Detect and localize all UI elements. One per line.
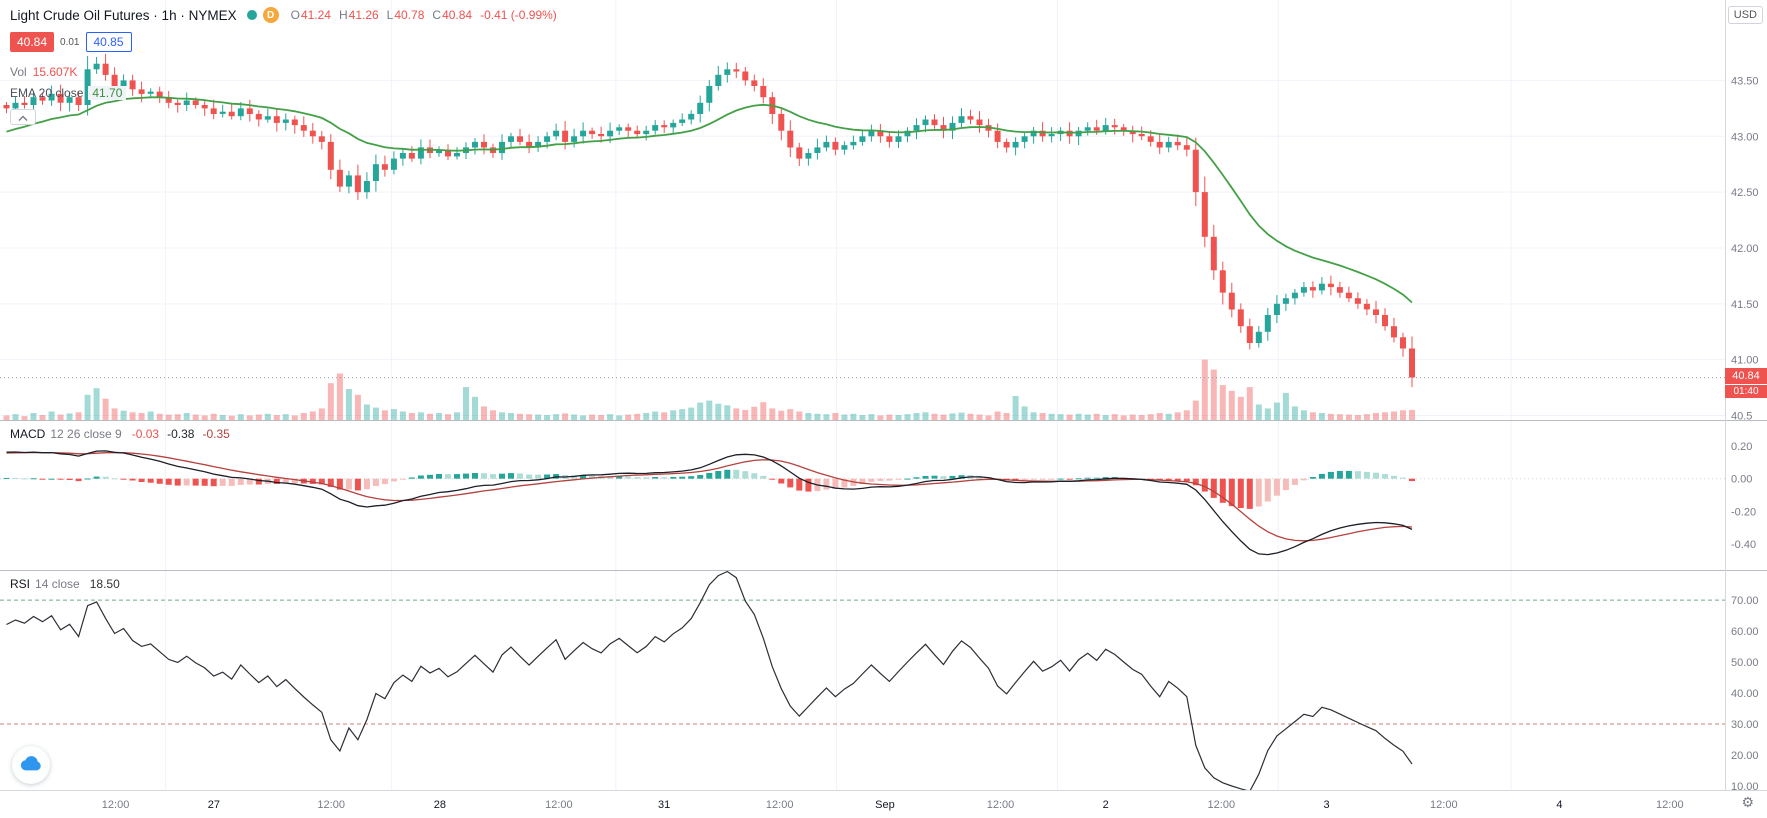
ema-line (6, 96, 1413, 304)
rsi-params: 14 close (35, 577, 80, 591)
rsi-pane[interactable] (0, 570, 1725, 790)
time-tick-label: 12:00 (766, 799, 794, 811)
current-price-label: 40.84 (1725, 368, 1767, 384)
time-tick-label: 12:00 (1430, 799, 1458, 811)
macd-tick-label: -0.40 (1731, 539, 1756, 551)
bar-countdown: 01:40 (1725, 385, 1767, 398)
time-tick-label: 2 (1103, 799, 1109, 811)
open-value: 41.24 (300, 8, 331, 22)
current-price-badge: 40.84 01:40 (1725, 368, 1767, 398)
price-tick-label: 41.00 (1731, 355, 1759, 367)
macd-tick-label: 0.00 (1731, 474, 1752, 486)
rsi-tick-label: 20.00 (1731, 750, 1759, 762)
low-value: 40.78 (394, 8, 425, 22)
macd-legend[interactable]: MACD 12 26 close 9 -0.03 -0.38 -0.35 (10, 427, 230, 441)
ema-label: EMA 20 close (10, 86, 84, 100)
macd-hist-value: -0.03 (131, 427, 160, 441)
delayed-data-badge: D (262, 7, 279, 23)
currency-button[interactable]: USD (1727, 6, 1763, 24)
price-tick-label: 43.00 (1731, 131, 1759, 143)
macd-line (6, 450, 1413, 556)
spread-value: 0.01 (60, 36, 80, 48)
time-tick-label: 12:00 (987, 799, 1015, 811)
rsi-tick-label: 70.00 (1731, 595, 1759, 607)
rsi-value: 18.50 (89, 577, 120, 591)
main-legend: Light Crude Oil Futures · 1h · NYMEX D O… (10, 7, 557, 125)
gear-icon[interactable]: ⚙ (1741, 794, 1754, 810)
macd-pane[interactable] (0, 420, 1725, 570)
time-tick-label: Sep (875, 799, 895, 811)
macd-signal-line (6, 451, 1413, 542)
rsi-tick-label: 10.00 (1731, 781, 1759, 793)
change-value: -0.41 (-0.99%) (480, 8, 557, 22)
rsi-legend[interactable]: RSI 14 close 18.50 (10, 577, 120, 591)
time-tick-label: 31 (658, 799, 670, 811)
volume-value: 15.607K (32, 65, 78, 79)
rsi-tick-label: 60.00 (1731, 626, 1759, 638)
price-tick-label: 42.00 (1731, 243, 1759, 255)
tradingview-logo[interactable] (12, 746, 50, 784)
ohlc-values: O 41.24 H 41.26 L 40.78 C 40.84 -0.41 (-… (291, 8, 557, 22)
symbol-title[interactable]: Light Crude Oil Futures · 1h · NYMEX (10, 7, 237, 23)
time-tick-label: 12:00 (1656, 799, 1684, 811)
rsi-name: RSI (10, 577, 31, 591)
macd-tick-label: -0.20 (1731, 506, 1756, 518)
time-tick-label: 12:00 (545, 799, 573, 811)
rsi-line (6, 570, 1413, 790)
high-value: 41.26 (348, 8, 379, 22)
time-tick-label: 12:00 (102, 799, 130, 811)
time-tick-label: 4 (1556, 799, 1562, 811)
volume-label: Vol (10, 65, 27, 79)
time-axis[interactable] (0, 790, 1767, 818)
chevron-up-icon (18, 110, 28, 125)
time-tick-label: 12:00 (1208, 799, 1236, 811)
market-status-dot (246, 10, 257, 20)
price-tick-label: 41.50 (1731, 299, 1759, 311)
close-value: 40.84 (442, 8, 473, 22)
price-tick-label: 40.5 (1731, 411, 1752, 423)
legend-collapse-button[interactable] (10, 109, 36, 125)
ema-legend[interactable]: EMA 20 close 41.70 (10, 86, 557, 100)
price-tick-label: 43.50 (1731, 75, 1759, 87)
macd-name: MACD (10, 427, 46, 441)
ask-price-button[interactable]: 40.85 (85, 32, 132, 52)
macd-line-value: -0.38 (167, 427, 195, 441)
macd-plot (0, 450, 1725, 556)
candles (3, 53, 1415, 388)
volume-legend: Vol 15.607K (10, 65, 557, 79)
ema-value: 41.70 (88, 86, 127, 100)
rsi-tick-label: 50.00 (1731, 657, 1759, 669)
macd-tick-label: 0.20 (1731, 441, 1752, 453)
volume-bars (3, 359, 1415, 420)
macd-signal-value: -0.35 (202, 427, 230, 441)
macd-params: 12 26 close 9 (50, 427, 122, 441)
bid-price-button[interactable]: 40.84 (10, 32, 55, 52)
rsi-tick-label: 40.00 (1731, 688, 1759, 700)
rsi-tick-label: 30.00 (1731, 719, 1759, 731)
rsi-plot (0, 570, 1725, 790)
price-tick-label: 42.50 (1731, 187, 1759, 199)
close-label: C (432, 8, 442, 22)
time-tick-label: 27 (208, 799, 220, 811)
high-label: H (338, 8, 348, 22)
time-tick-label: 28 (434, 799, 446, 811)
cloud-icon (20, 755, 42, 776)
open-label: O (290, 8, 300, 22)
low-label: L (386, 8, 394, 22)
time-tick-label: 3 (1323, 799, 1329, 811)
time-tick-label: 12:00 (317, 799, 345, 811)
